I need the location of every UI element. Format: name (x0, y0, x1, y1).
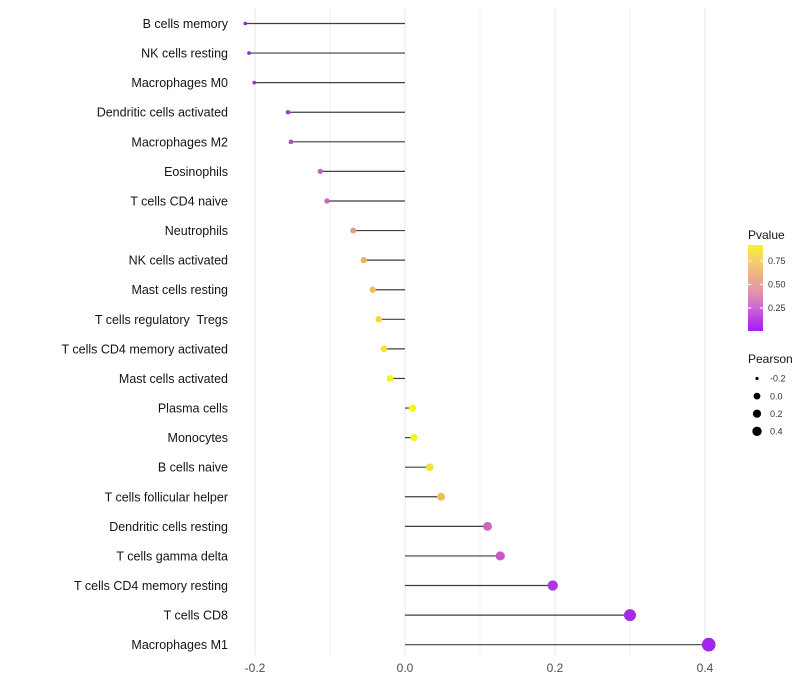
lollipop-point (288, 139, 294, 145)
lollipop-point (408, 404, 417, 412)
y-axis-label: T cells follicular helper (105, 490, 228, 504)
pvalue-legend-tick-label: 0.50 (768, 280, 786, 290)
pearson-legend-dot (752, 409, 762, 418)
y-axis-label: Macrophages M2 (131, 135, 228, 149)
lollipop-point (386, 375, 394, 382)
y-axis-label: T cells CD8 (164, 609, 228, 623)
y-axis-label: B cells naive (158, 461, 228, 475)
lollipop-point (252, 80, 257, 85)
y-axis-label: Plasma cells (158, 402, 228, 416)
lollipop-point (410, 433, 418, 442)
y-axis-label: T cells gamma delta (116, 549, 228, 563)
y-axis-label: Eosinophils (164, 165, 228, 179)
y-axis-label: T cells regulatory Tregs (95, 313, 228, 327)
lollipop-point (483, 521, 492, 531)
pvalue-legend-title: Pvalue (748, 228, 785, 242)
pearson-legend-dot (753, 392, 761, 400)
lollipop-point (350, 227, 357, 234)
y-axis-label: NK cells activated (129, 254, 228, 268)
y-axis-label: Macrophages M1 (131, 638, 228, 652)
y-axis-labels: B cells memory NK cells resting Macrophage… (62, 17, 229, 652)
pvalue-legend: Pvalue 0.75 0.50 0.25 (748, 228, 786, 331)
pearson-legend-label: 0.2 (770, 409, 783, 419)
y-axis-label: T cells CD4 memory activated (62, 342, 229, 356)
pvalue-legend-tick-label: 0.25 (768, 303, 786, 313)
y-axis-label: Mast cells activated (119, 372, 228, 386)
lollipop-point (369, 286, 376, 293)
lollipop-point (317, 168, 323, 175)
x-tick-label: 0.0 (397, 661, 414, 675)
points-group (243, 21, 716, 652)
pearson-legend-title: Pearson (748, 352, 793, 366)
x-tick-label: 0.2 (547, 661, 564, 675)
lollipop-point (285, 109, 291, 115)
pearson-legend-label: 0.0 (770, 391, 783, 401)
lollipop-point (380, 345, 388, 353)
y-axis-label: Macrophages M0 (131, 76, 228, 90)
x-tick-label: -0.2 (245, 661, 266, 675)
lollipop-point (324, 198, 330, 204)
lollipop-point (437, 492, 445, 501)
lollipop-point (547, 580, 558, 591)
y-axis-label: B cells memory (143, 17, 229, 31)
pearson-legend: Pearson -0.2 0.0 0.2 0.4 (748, 352, 793, 437)
y-axis-label: Dendritic cells resting (109, 520, 228, 534)
pvalue-gradient-bar (748, 245, 763, 331)
lollipop-point (375, 316, 383, 323)
pvalue-legend-tick-label: 0.75 (768, 256, 786, 266)
y-axis-label: Dendritic cells activated (97, 106, 228, 120)
pearson-legend-label: -0.2 (770, 374, 786, 384)
lollipop-point (243, 21, 248, 26)
y-axis-label: T cells CD4 naive (130, 194, 228, 208)
x-tick-label: 0.4 (697, 661, 714, 675)
pearson-legend-dot (755, 376, 759, 381)
gridlines-group (254, 8, 706, 655)
y-axis-label: NK cells resting (141, 47, 228, 61)
lollipop-point (247, 51, 251, 55)
y-axis-label: T cells CD4 memory resting (74, 579, 228, 593)
y-axis-label: Neutrophils (165, 224, 228, 238)
y-axis-label: Monocytes (168, 431, 228, 445)
lollipop-point (495, 551, 505, 561)
lollipop-point (360, 257, 367, 264)
lollipop-point (623, 609, 637, 622)
y-axis-label: Mast cells resting (131, 283, 228, 297)
lollipop-point (701, 637, 716, 652)
pearson-legend-dot (752, 426, 762, 436)
x-axis-labels: -0.2 0.0 0.2 0.4 (245, 661, 714, 675)
lollipop-point (425, 463, 434, 472)
pearson-legend-label: 0.4 (770, 427, 783, 437)
